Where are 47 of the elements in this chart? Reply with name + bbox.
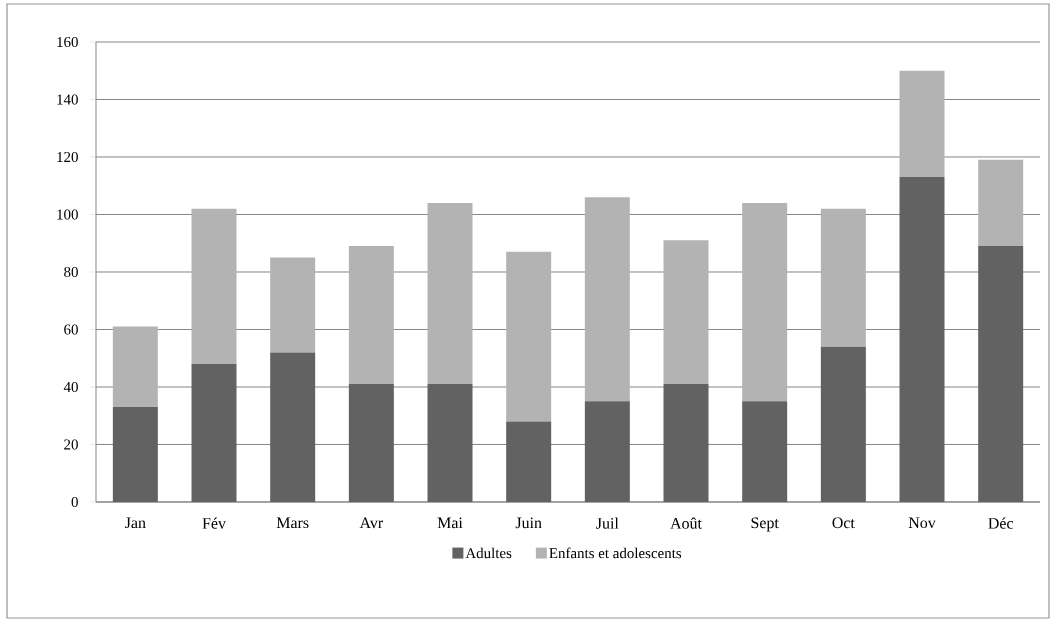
x-tick-label: Avr — [359, 517, 384, 529]
bar — [899, 177, 945, 502]
bar — [348, 384, 394, 502]
bar — [112, 326, 158, 408]
y-tick-label: 0 — [71, 496, 78, 508]
x-tick-label: Fév — [202, 517, 226, 529]
legend-label: Adultes — [465, 547, 512, 559]
x-tick-label: Sept — [751, 517, 779, 532]
bar — [191, 208, 237, 364]
bar — [820, 346, 866, 502]
bar — [506, 421, 552, 502]
bar — [112, 407, 158, 502]
bar — [742, 401, 788, 502]
bar — [427, 384, 473, 502]
y-tick-label: 100 — [57, 209, 78, 220]
bar — [899, 70, 945, 178]
bar — [506, 251, 552, 422]
x-tick-label: Mai — [437, 517, 463, 529]
y-tick-label: 120 — [57, 151, 78, 163]
x-tick-label: Août — [670, 517, 702, 529]
y-tick-label: 160 — [57, 36, 78, 48]
x-tick-label: Jan — [125, 517, 146, 529]
bar — [663, 240, 709, 385]
bar — [584, 197, 630, 402]
bar — [348, 246, 394, 385]
y-tick-label: 140 — [57, 94, 78, 105]
y-tick-label: 80 — [64, 266, 78, 278]
y-tick-label: 40 — [63, 381, 78, 393]
x-tick-label: Juil — [596, 517, 619, 529]
y-tick-label: 20 — [64, 439, 78, 450]
bar — [584, 401, 630, 502]
x-tick-label: Juin — [515, 517, 542, 529]
x-tick-label: Mars — [276, 517, 309, 529]
bar — [663, 384, 709, 502]
legend-label: Enfants et adolescents — [549, 547, 682, 559]
bar — [270, 257, 316, 353]
bar — [742, 202, 788, 402]
x-tick-label: Nov — [908, 517, 936, 529]
x-tick-label: Déc — [988, 517, 1014, 529]
bar — [270, 352, 316, 502]
bar — [191, 363, 237, 502]
bar — [978, 246, 1024, 502]
bar — [820, 208, 866, 347]
bar — [978, 159, 1024, 247]
bar — [427, 202, 473, 385]
y-tick-label: 60 — [64, 324, 78, 335]
x-tick-label: Oct — [832, 517, 855, 529]
